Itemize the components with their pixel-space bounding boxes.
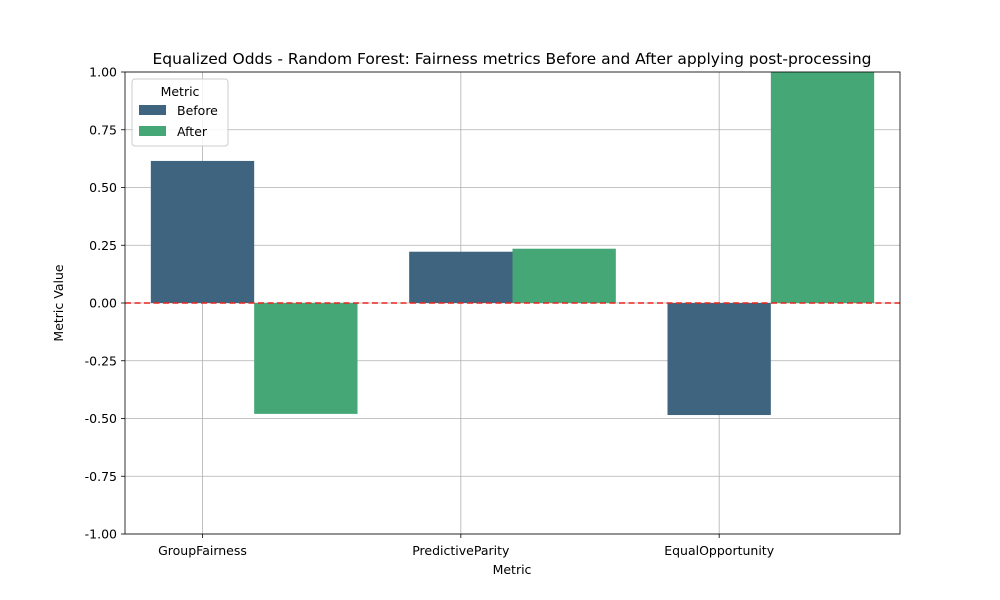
x-tick-label: EqualOpportunity (664, 543, 775, 558)
x-axis-label: Metric (493, 562, 532, 577)
x-tick-label: GroupFairness (158, 543, 247, 558)
plot-frame (124, 71, 901, 535)
bar-after-groupfairness (254, 303, 358, 414)
bar-before-groupfairness (150, 160, 255, 303)
chart-title: Equalized Odds - Random Forest: Fairness… (153, 50, 872, 68)
y-tick-label: 0.75 (89, 122, 117, 137)
bar-before-predictiveparity (409, 251, 513, 303)
legend-label-before: Before (177, 103, 218, 118)
y-tick-label: -0.25 (85, 353, 117, 368)
y-tick-label: -0.50 (85, 411, 117, 426)
legend-title: Metric (161, 84, 200, 99)
bars-layer (150, 72, 875, 416)
legend-swatch-after (139, 126, 166, 136)
axes-layer: -1.00 -0.75 -0.50 -0.25 0.00 0.25 0.50 0.75 1.00… (85, 65, 901, 558)
y-tick-label: 0.50 (89, 180, 117, 195)
y-tick-label: 0.00 (89, 296, 117, 311)
y-tick-label: 1.00 (89, 65, 117, 80)
y-tick-label: 0.25 (89, 238, 117, 253)
legend-label-after: After (177, 124, 208, 139)
y-tick-label: -1.00 (85, 527, 117, 542)
bar-before-equalopportunity (667, 303, 771, 416)
legend-swatch-before (139, 105, 166, 115)
y-tick-label: -0.75 (85, 469, 117, 484)
legend-items: Before After (139, 103, 218, 139)
bar-after-equalopportunity (770, 72, 875, 303)
y-axis-label: Metric Value (51, 264, 66, 341)
bar-after-predictiveparity (512, 248, 616, 303)
legend: Metric Before After (131, 78, 229, 147)
x-tick-label: PredictiveParity (412, 543, 510, 558)
